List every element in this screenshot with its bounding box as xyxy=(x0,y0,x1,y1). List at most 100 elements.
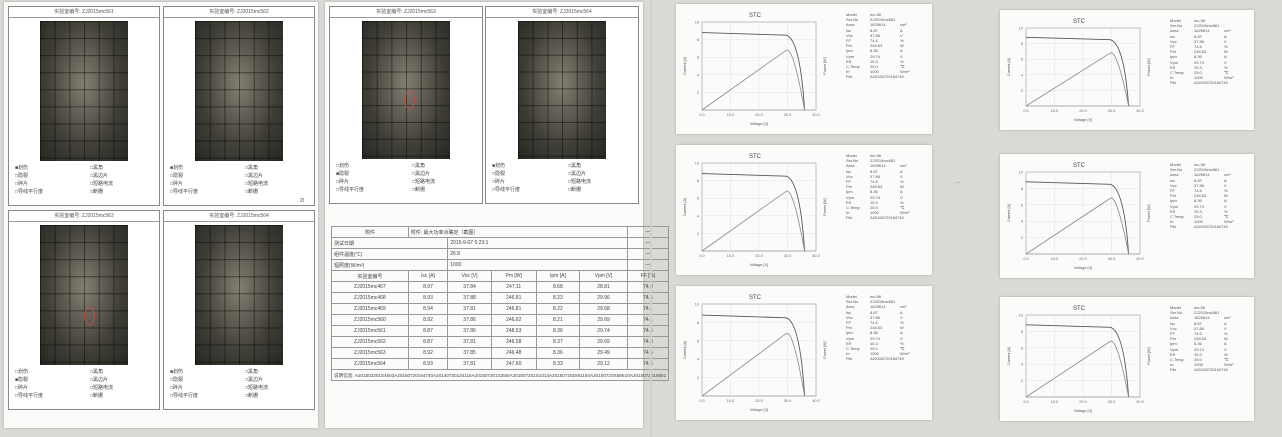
defect-checkbox[interactable]: □黑边片 xyxy=(412,171,431,177)
spec-key: File xyxy=(1170,224,1177,230)
spec-unit: V xyxy=(900,194,903,200)
spec-value: ZJ2015mc561 xyxy=(870,158,896,164)
y2-axis-label: Power [W] xyxy=(823,341,827,359)
defect-checkbox[interactable]: □隐裂 xyxy=(170,377,184,383)
spec-key: Ser.No xyxy=(1170,167,1183,173)
spec-value: A20150720164740 xyxy=(1194,80,1228,86)
spec-value: 25.0 xyxy=(1194,357,1202,363)
spec-block: Model mc-56 Ser.No ZJ2015mc561 Area 1629614 cm… xyxy=(846,12,910,80)
defect-checkbox[interactable]: □短路电流 xyxy=(90,385,114,391)
spec-row: Ipm 8.36 A xyxy=(1170,54,1234,59)
defect-checkbox[interactable]: □碎片 xyxy=(15,385,29,391)
spec-key: Ipm xyxy=(846,48,853,54)
defect-checkbox[interactable]: □隐裂 xyxy=(15,173,29,179)
column-header: FF [%] xyxy=(626,270,670,282)
defect-checkbox[interactable]: □黑边片 xyxy=(245,377,264,383)
defect-checkbox[interactable]: ■划伤 xyxy=(492,163,506,169)
chart-title: STC xyxy=(749,154,762,160)
iv-chart: STC 0.0 10.0 20.0 30.0 40.0 10 8 6 4 2 Voltage [V] C… xyxy=(683,154,827,267)
spec-key: Eff xyxy=(1170,208,1175,214)
defect-checkbox[interactable]: □短路电流 xyxy=(412,179,436,185)
defect-checkbox[interactable]: □导线平行度 xyxy=(492,187,521,193)
spec-value: 8.36 xyxy=(870,48,878,54)
table-cell: 8.36 xyxy=(535,325,581,337)
y-tick-label: 6 xyxy=(1021,203,1023,207)
spec-row: Isc 8.87 A xyxy=(846,169,910,174)
spec-row: Isc 8.87 A xyxy=(1170,321,1234,326)
spec-row: Isc 8.87 A xyxy=(846,28,910,33)
defect-checkbox[interactable]: □隐裂 xyxy=(492,171,506,177)
defect-checkbox[interactable]: □碎片 xyxy=(336,179,350,185)
spec-unit: W/m² xyxy=(1224,362,1234,368)
y-tick-label: 4 xyxy=(697,214,699,218)
defect-checkbox[interactable]: □隐裂 xyxy=(170,173,184,179)
spec-row: Pm 248.53 W xyxy=(1170,193,1234,198)
defect-checkbox[interactable]: □黑边片 xyxy=(90,173,109,179)
defect-checkbox[interactable]: ■划伤 xyxy=(170,165,184,171)
spec-key: FF xyxy=(1170,331,1175,337)
spec-row: Irr 1000 W/m² xyxy=(1170,75,1234,80)
spec-value: ZJ2015mc561 xyxy=(1194,310,1220,316)
defect-checkbox[interactable]: □划伤 xyxy=(336,163,350,169)
table-cell: 8.97 xyxy=(407,281,449,293)
y2-axis-label: Power [W] xyxy=(823,198,827,216)
defect-checkbox[interactable]: □断栅 xyxy=(245,189,259,195)
defect-checkbox[interactable]: □断栅 xyxy=(412,187,426,193)
defect-checkbox[interactable]: □黑角 xyxy=(568,163,582,169)
spec-key: Isc xyxy=(1170,177,1176,183)
spec-key: C.Temp xyxy=(1170,357,1184,363)
defect-checkbox[interactable]: □断栅 xyxy=(90,189,104,195)
y-tick-label: 6 xyxy=(697,197,699,201)
defect-checkbox[interactable]: □导线平行度 xyxy=(15,393,44,399)
defect-checkbox[interactable]: □导线平行度 xyxy=(170,393,199,399)
defect-checkbox[interactable]: □导线平行度 xyxy=(15,189,44,195)
defect-checkbox[interactable]: □短路电流 xyxy=(90,181,114,187)
spec-value: 1629614 xyxy=(1194,172,1210,178)
table-cell: 29.69 xyxy=(579,314,628,326)
x-tick-label: 0.0 xyxy=(1023,109,1028,113)
spec-key: Voc xyxy=(846,173,853,179)
defect-checkbox[interactable]: □黑边片 xyxy=(568,171,587,177)
table-cell: 29.68 xyxy=(579,303,628,315)
spec-value: 29.74 xyxy=(1194,203,1205,209)
spec-value: 1000 xyxy=(870,210,879,216)
spec-row: File A20150720164740 xyxy=(1170,80,1234,85)
spec-value: 1629614 xyxy=(870,22,886,28)
defect-checkbox[interactable]: ■隐裂 xyxy=(336,171,350,177)
defect-checkbox[interactable]: □碎片 xyxy=(492,179,506,185)
iv-chart: STC 0.0 10.0 20.0 30.0 40.0 10 8 6 4 2 Voltage [V] C… xyxy=(683,295,827,412)
defect-checkbox[interactable]: □黑角 xyxy=(412,163,426,169)
defect-checkbox[interactable]: □黑角 xyxy=(245,165,259,171)
spec-unit: ℃ xyxy=(1224,357,1229,363)
spec-row: File A20150720164740 xyxy=(846,74,910,79)
defect-checkbox[interactable]: □划伤 xyxy=(15,369,29,375)
defect-checkbox[interactable]: ■划伤 xyxy=(170,369,184,375)
spec-key: Vpm xyxy=(846,53,855,59)
defect-checkbox[interactable]: □黑边片 xyxy=(245,173,264,179)
defect-checkbox[interactable]: □碎片 xyxy=(15,181,29,187)
spec-unit: A xyxy=(900,309,903,315)
defect-checkbox[interactable]: □黑边片 xyxy=(90,377,109,383)
defect-checkbox[interactable]: □黑角 xyxy=(90,369,104,375)
defect-checkbox[interactable]: □断栅 xyxy=(90,393,104,399)
defect-checkbox[interactable]: □断栅 xyxy=(568,187,582,193)
defect-checkbox[interactable]: □黑角 xyxy=(90,165,104,171)
table-cell: 74.5 xyxy=(626,347,670,359)
defect-checkbox[interactable]: □短路电流 xyxy=(245,385,269,391)
defect-checkbox[interactable]: ■隐裂 xyxy=(15,377,29,383)
spec-value: 29.74 xyxy=(870,335,881,341)
defect-checkbox[interactable]: □黑角 xyxy=(245,369,259,375)
defect-checkbox[interactable]: ■划伤 xyxy=(15,165,29,171)
defect-checkbox[interactable]: □碎片 xyxy=(170,181,184,187)
defect-checkbox[interactable]: □短路电流 xyxy=(568,179,592,185)
defect-checkbox[interactable]: □碎片 xyxy=(170,385,184,391)
spec-unit: W/m² xyxy=(900,210,910,216)
iv-card-2: STC 0.0 10.0 20.0 30.0 40.0 10 8 6 4 2 Voltage [V] C… xyxy=(676,145,932,275)
defect-checkbox[interactable]: □导线平行度 xyxy=(336,187,365,193)
spec-key: Area xyxy=(846,304,855,310)
defect-checkbox[interactable]: □导线平行度 xyxy=(170,189,199,195)
spec-row: Eff 15.3% xyxy=(846,200,910,205)
spec-block: Model mc-56 Ser.No ZJ2015mc561 Area 1629614 cm… xyxy=(1170,305,1234,373)
defect-checkbox[interactable]: □断栅 xyxy=(245,393,259,399)
defect-checkbox[interactable]: □短路电流 xyxy=(245,181,269,187)
